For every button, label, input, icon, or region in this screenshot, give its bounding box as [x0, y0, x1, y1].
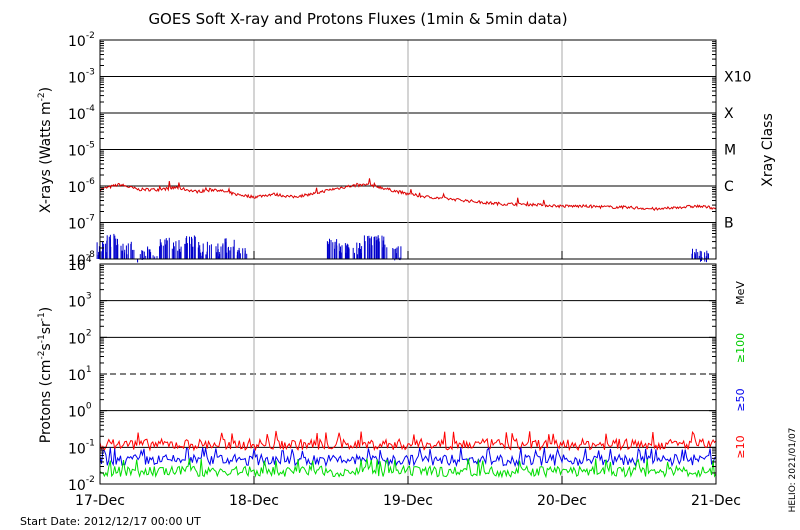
xray-ylabel-main: X-rays (Watts m	[38, 101, 54, 213]
proton-tick-label: 100	[68, 402, 92, 421]
proton-tick-label: 104	[68, 255, 92, 274]
x-tick-label: 20-Dec	[537, 493, 587, 509]
proton-day-gridlines	[253, 264, 563, 484]
xray-tick-base: 10	[68, 71, 86, 87]
proton-tick-exp: 1	[86, 365, 92, 375]
proton-tick-base: 10	[68, 478, 86, 494]
xray-class-axis-label: Xray Class	[760, 113, 776, 187]
proton-tick-label: 10-2	[68, 475, 95, 494]
xray-tick-label: 10-3	[68, 68, 95, 87]
proton-tick-exp: 3	[86, 292, 92, 302]
xray-tick-base: 10	[68, 217, 86, 233]
proton-tick-base: 10	[68, 331, 86, 347]
xray-tick-exp: -2	[86, 31, 95, 41]
x-axis-ticks: 17-Dec 18-Dec 19-Dec 20-Dec 21-Dec	[75, 251, 741, 509]
xray-class-c: C	[724, 179, 734, 195]
proton-tick-label: 10-1	[68, 438, 95, 457]
proton-ylabel-b: s	[38, 343, 54, 350]
xray-class-labels: B C M X X10	[724, 70, 751, 232]
proton-tick-base: 10	[68, 258, 86, 274]
proton-ylabel-c: sr	[38, 321, 54, 334]
xray-y-axis-label: X-rays (Watts m-2)	[37, 87, 54, 213]
xray-tick-exp: -8	[86, 250, 95, 260]
xray-class-x10: X10	[724, 70, 751, 86]
x-tick-label: 17-Dec	[75, 493, 125, 509]
x-tick-label: 21-Dec	[691, 493, 741, 509]
proton-ylabel-s3: -1	[37, 312, 47, 321]
xray-tick-exp: -6	[86, 177, 95, 187]
proton-tick-exp: -1	[86, 438, 95, 448]
proton-ylabel-s2: -1	[37, 334, 47, 343]
proton-tick-exp: 2	[86, 328, 92, 338]
legend-ge50: ≥50	[734, 388, 747, 411]
xray-series	[96, 178, 717, 263]
xray-tick-base: 10	[68, 180, 86, 196]
proton-tick-exp: -2	[86, 475, 95, 485]
xray-tick-base: 10	[68, 253, 86, 269]
proton-y-axis-label: Protons (cm-2s-1sr-1)	[37, 307, 54, 443]
proton-tick-exp: 4	[86, 255, 92, 265]
proton-tick-base: 10	[68, 441, 86, 457]
x-tick-label: 19-Dec	[383, 493, 433, 509]
xray-class-m: M	[724, 143, 736, 159]
xray-ylabel-sup: -2	[37, 92, 47, 101]
start-date: Start Date: 2012/12/17 00:00 UT	[20, 515, 201, 528]
xray-day-gridlines	[253, 40, 563, 259]
xray-tick-exp: -3	[86, 68, 95, 78]
proton-tick-label: 102	[68, 328, 92, 347]
proton-series-line	[99, 446, 717, 468]
xray-tick-exp: -4	[86, 104, 95, 114]
proton-ylabel-d: )	[38, 307, 54, 312]
xray-tick-label: 10-5	[68, 141, 95, 160]
xray-tick-base: 10	[68, 34, 86, 50]
proton-tick-base: 10	[68, 368, 86, 384]
xray-tick-label: 10-2	[68, 31, 95, 50]
xray-tick-exp: -5	[86, 141, 95, 151]
helio-credit: HELIO: 2021/01/07	[788, 428, 798, 513]
proton-tick-label: 103	[68, 292, 92, 311]
proton-tick-label: 101	[68, 365, 92, 384]
xray-tick-label: 10-6	[68, 177, 95, 196]
xray-tick-label: 10-8	[68, 250, 95, 269]
proton-tick-exp: 0	[86, 402, 92, 412]
xray-class-b: B	[724, 216, 734, 232]
proton-series-line	[99, 458, 717, 479]
xray-long-channel-line	[99, 178, 717, 212]
xray-y-ticks: 10-810-710-610-510-410-310-2	[68, 31, 716, 269]
x-tick-label: 18-Dec	[229, 493, 279, 509]
proton-series	[99, 430, 717, 479]
proton-series-line	[99, 430, 717, 452]
xray-tick-label: 10-4	[68, 104, 95, 123]
xray-tick-exp: -7	[86, 214, 95, 224]
xray-tick-base: 10	[68, 144, 86, 160]
legend-ge100: ≥100	[734, 333, 747, 363]
chart-title: GOES Soft X-ray and Protons Fluxes (1min…	[148, 10, 567, 28]
proton-tick-base: 10	[68, 295, 86, 311]
legend-ge10: ≥10	[734, 435, 747, 458]
xray-tick-label: 10-7	[68, 214, 95, 233]
xray-ylabel-tail: )	[38, 87, 54, 92]
xray-class-x: X	[724, 106, 734, 122]
proton-ylabel-a: Protons (cm	[38, 360, 54, 444]
xray-tick-base: 10	[68, 107, 86, 123]
proton-ylabel-s1: -2	[37, 351, 47, 360]
proton-tick-base: 10	[68, 405, 86, 421]
energy-unit-label: MeV	[734, 281, 747, 305]
